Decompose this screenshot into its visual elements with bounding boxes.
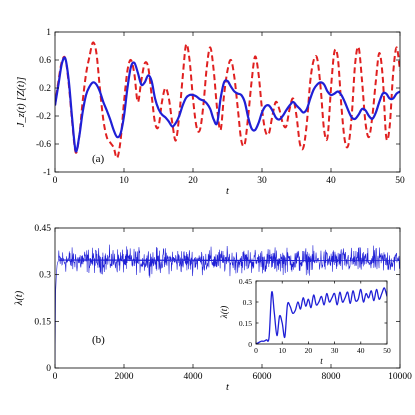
x-tick-label: 2000 bbox=[115, 372, 134, 382]
panel-label-b: (b) bbox=[92, 334, 105, 346]
y-tick-label: 0.3 bbox=[39, 271, 51, 281]
x-tick-label: 10000 bbox=[388, 372, 412, 382]
x-tick-label: 6000 bbox=[253, 372, 272, 382]
x-tick-label: 10 bbox=[119, 176, 129, 186]
y-axis-label-a: J_z(t) [Z(t)] bbox=[16, 77, 27, 127]
x-tick-label: 50 bbox=[383, 346, 391, 355]
y-tick-label: 1 bbox=[46, 28, 51, 38]
y-tick-label: -0.2 bbox=[36, 112, 51, 122]
series-line-z bbox=[55, 41, 400, 160]
chart-panel-b: 0 2000 4000 6000 8000 10000 0.450.30.150 t λ(… bbox=[14, 224, 412, 393]
chart-panel-a: 0 10 20 30 40 50 1 0.6 0.2 -0.2 -0.6 -1 t J_z(t) [… bbox=[16, 28, 405, 197]
x-tick-label: 0 bbox=[53, 372, 58, 382]
x-tick-label: 40 bbox=[357, 346, 365, 355]
panel-label-a: (a) bbox=[92, 153, 105, 165]
x-tick-label: 50 bbox=[395, 176, 405, 186]
inset-y-axis-label: λ(t) bbox=[219, 306, 229, 319]
y-tick-label: 0.3 bbox=[243, 298, 253, 307]
y-tick-label: 0.45 bbox=[239, 277, 252, 286]
x-tick-label: 10 bbox=[278, 346, 286, 355]
inset-frame bbox=[255, 280, 388, 345]
y-axis-label-b: λ(t) bbox=[14, 290, 25, 306]
x-axis-label-a: t bbox=[226, 186, 230, 197]
x-axis-label-b: t bbox=[226, 382, 230, 393]
x-tick-label: 40 bbox=[326, 176, 336, 186]
y-tick-label: 0 bbox=[46, 364, 51, 374]
x-tick-label: 20 bbox=[305, 346, 313, 355]
plot-frame-b bbox=[54, 227, 401, 369]
y-tick-label: 0.15 bbox=[239, 319, 252, 328]
y-tick-label: -1 bbox=[43, 168, 51, 178]
x-tick-label: 30 bbox=[257, 176, 267, 186]
x-tick-label: 30 bbox=[331, 346, 339, 355]
x-tick-label: 0 bbox=[53, 176, 58, 186]
x-tick-label: 20 bbox=[188, 176, 198, 186]
y-tick-label: 0 bbox=[248, 340, 252, 349]
series-line-lambda bbox=[55, 244, 400, 368]
y-tick-label: 0.45 bbox=[34, 224, 51, 234]
inset-x-axis-label: t bbox=[320, 356, 323, 366]
x-tick-label: 0 bbox=[254, 346, 258, 355]
y-tick-label: 0.15 bbox=[34, 317, 51, 327]
x-tick-label: 8000 bbox=[322, 372, 341, 382]
series-line-jz bbox=[55, 56, 400, 153]
y-tick-label: 0.2 bbox=[39, 84, 51, 94]
x-tick-label: 4000 bbox=[184, 372, 203, 382]
plot-frame-a bbox=[54, 31, 401, 173]
inset-series-line bbox=[256, 287, 387, 344]
y-tick-label: -0.6 bbox=[36, 140, 51, 150]
y-tick-label: 0.6 bbox=[39, 56, 51, 66]
inset-chart: 0 10 20 30 40 50 0.45 0.3 0.15 0 t λ(t) bbox=[219, 277, 391, 366]
